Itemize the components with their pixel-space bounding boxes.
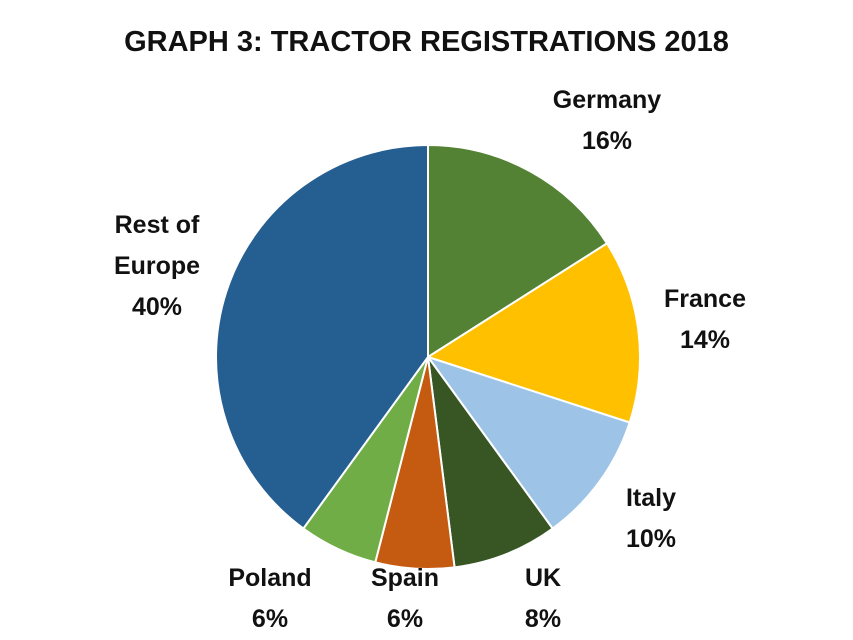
slice-label: Spain 6% (305, 558, 505, 640)
value-label: 6% (251, 605, 289, 633)
pie-slice (215, 143, 429, 530)
slice-label: Italy 10% (551, 478, 751, 560)
category-label: Italy (625, 484, 677, 512)
value-label: 40% (131, 293, 183, 321)
slice-label: Rest of Europe 40% (97, 205, 217, 328)
pie-slice (425, 355, 631, 530)
category-label: Poland (228, 564, 312, 592)
slice-label: Germany 16% (507, 80, 707, 162)
category-label: Spain (370, 564, 440, 592)
value-label: 14% (679, 326, 731, 354)
value-label: 16% (581, 127, 633, 155)
value-label: 10% (625, 525, 677, 553)
category-label: UK (524, 564, 562, 592)
slice-label: UK 8% (443, 558, 643, 640)
category-label: Germany (552, 86, 662, 114)
chart-title: GRAPH 3: TRACTOR REGISTRATIONS 2018 (124, 26, 729, 58)
pie-slice (427, 143, 609, 359)
slice-label: Poland 6% (170, 558, 370, 640)
category-label: Rest of Europe (113, 211, 201, 280)
pie-slice (425, 242, 641, 424)
value-label: 6% (386, 605, 424, 633)
value-label: 8% (524, 605, 562, 633)
slice-label: France 14% (605, 279, 805, 361)
pie-slice (427, 356, 555, 569)
category-label: France (664, 285, 746, 313)
